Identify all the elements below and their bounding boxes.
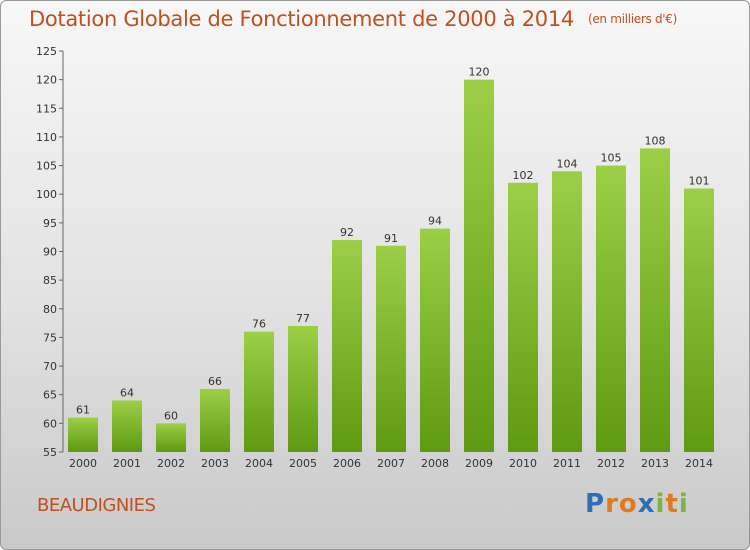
logo-letter: x <box>637 489 656 519</box>
logo-letter: o <box>618 489 638 519</box>
data-label-2005: 77 <box>296 312 310 325</box>
data-label-2006: 92 <box>340 226 354 239</box>
bar-2010 <box>508 182 538 452</box>
x-tick-label-2005: 2005 <box>289 457 317 470</box>
y-tick-label: 70 <box>43 360 57 373</box>
bar-2014 <box>684 188 714 452</box>
bar-2012 <box>596 165 626 453</box>
y-tick-label: 75 <box>43 331 57 344</box>
data-label-2010: 102 <box>513 169 534 182</box>
y-tick-label: 95 <box>43 217 57 230</box>
bar-2007 <box>376 245 406 452</box>
y-tick-label: 105 <box>36 160 57 173</box>
commune-name: BEAUDIGNIES <box>37 495 156 516</box>
bar-2009 <box>464 79 494 453</box>
chart-title: Dotation Globale de Fonctionnement de 20… <box>29 7 677 31</box>
bar-2008 <box>420 228 450 452</box>
logo-letter: r <box>605 489 619 519</box>
bar-2004 <box>244 331 274 452</box>
proxiti-logo: Proxiti <box>585 489 689 519</box>
x-tick-label-2012: 2012 <box>597 457 625 470</box>
x-tick-label-2009: 2009 <box>465 457 493 470</box>
logo-letter: i <box>655 489 666 519</box>
chart-subtitle: (en milliers d'€) <box>587 12 677 26</box>
y-tick-label: 110 <box>36 131 57 144</box>
data-label-2013: 108 <box>645 134 666 147</box>
y-tick-label: 90 <box>43 246 57 259</box>
bars: 61 64 60 66 76 77 92 91 94 120 102 104 105 108 101 <box>68 66 714 453</box>
x-tick-label-2004: 2004 <box>245 457 273 470</box>
y-tick-label: 55 <box>43 446 57 459</box>
data-label-2009: 120 <box>469 66 490 79</box>
data-label-2001: 64 <box>120 386 134 399</box>
bar-2011 <box>552 171 582 453</box>
logo-letter: P <box>585 489 606 519</box>
y-tick-label: 125 <box>36 45 57 58</box>
x-tick-label-2002: 2002 <box>157 457 185 470</box>
x-axis: 2000 2001 2002 2003 2004 2005 2006 2007 2008 2009… <box>69 457 713 470</box>
data-label-2000: 61 <box>76 404 90 417</box>
y-tick-label: 100 <box>36 188 57 201</box>
y-tick-label: 120 <box>36 74 57 87</box>
y-tick-label: 65 <box>43 389 57 402</box>
y-tick-label: 80 <box>43 303 57 316</box>
chart-title-text: Dotation Globale de Fonctionnement de 20… <box>29 7 574 31</box>
data-label-2008: 94 <box>428 215 442 228</box>
x-tick-label-2003: 2003 <box>201 457 229 470</box>
bar-2006 <box>332 240 362 452</box>
bar-2001 <box>112 400 142 452</box>
y-tick-label: 115 <box>36 102 57 115</box>
x-tick-label-2011: 2011 <box>553 457 581 470</box>
x-tick-label-2000: 2000 <box>69 457 97 470</box>
y-tick-label: 85 <box>43 274 57 287</box>
bar-2005 <box>288 325 318 452</box>
data-label-2007: 91 <box>384 232 398 245</box>
data-label-2002: 60 <box>164 409 178 422</box>
x-tick-label-2010: 2010 <box>509 457 537 470</box>
x-tick-label-2008: 2008 <box>421 457 449 470</box>
data-label-2014: 101 <box>689 174 710 187</box>
x-tick-label-2013: 2013 <box>641 457 669 470</box>
data-label-2011: 104 <box>557 157 578 170</box>
data-label-2003: 66 <box>208 375 222 388</box>
x-tick-label-2006: 2006 <box>333 457 361 470</box>
x-tick-label-2014: 2014 <box>685 457 713 470</box>
bar-2002 <box>156 423 186 452</box>
bar-2000 <box>68 417 98 452</box>
bar-2013 <box>640 148 670 452</box>
logo-letter: t <box>665 489 679 519</box>
y-tick-label: 60 <box>43 417 57 430</box>
data-label-2004: 76 <box>252 318 266 331</box>
logo-letter: i <box>678 489 689 519</box>
data-label-2012: 105 <box>601 152 622 165</box>
y-axis: 55 60 65 70 75 80 85 90 95 100 105 110 115 120 125 <box>36 45 64 459</box>
x-tick-label-2001: 2001 <box>113 457 141 470</box>
x-tick-label-2007: 2007 <box>377 457 405 470</box>
bar-2003 <box>200 388 230 452</box>
